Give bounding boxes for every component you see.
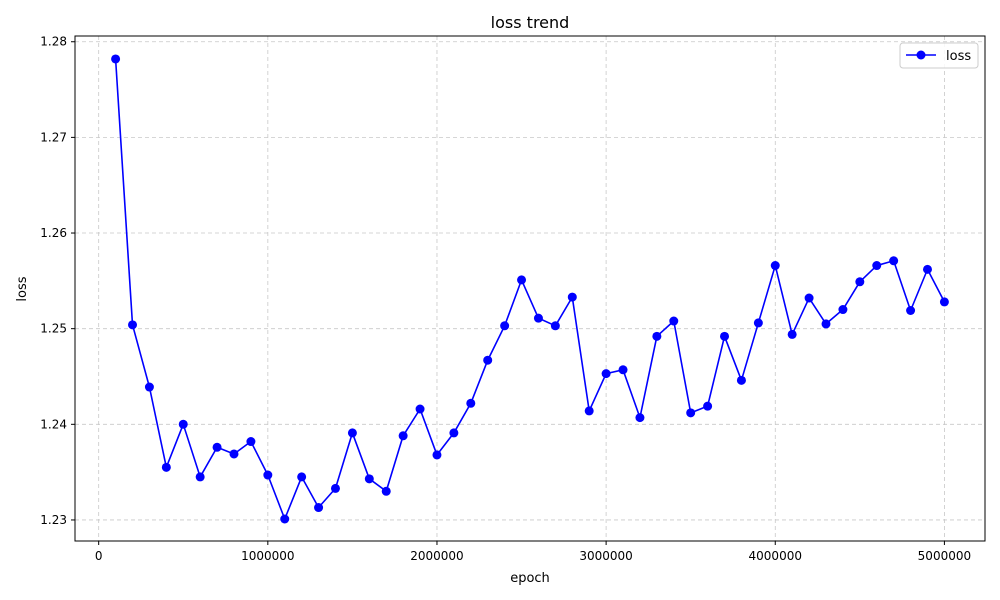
data-point	[314, 503, 324, 513]
data-point	[669, 316, 679, 326]
legend: loss	[899, 42, 979, 69]
data-point	[889, 256, 899, 266]
data-point	[246, 437, 256, 447]
data-point	[111, 54, 121, 64]
x-tick-label: 0	[95, 549, 103, 563]
x-tick-label: 4000000	[749, 549, 802, 563]
data-point	[432, 450, 442, 460]
grid-lines	[75, 36, 985, 541]
data-point	[297, 472, 307, 482]
x-tick-label: 5000000	[918, 549, 971, 563]
y-tick-label: 1.27	[40, 130, 67, 144]
y-tick-label: 1.26	[40, 226, 67, 240]
data-point	[601, 369, 611, 379]
legend-box	[899, 42, 979, 69]
axis-ticks: 0 1000000 2000000 3000000 4000000 5000000 1.23…	[40, 35, 971, 563]
data-point	[128, 320, 138, 330]
legend-label-loss: loss	[946, 49, 971, 64]
x-tick-label: 3000000	[579, 549, 632, 563]
data-point	[872, 261, 882, 271]
data-point	[280, 514, 290, 524]
data-point	[618, 365, 628, 375]
data-point	[821, 319, 831, 329]
data-point	[212, 442, 222, 452]
data-point	[466, 398, 476, 408]
data-point	[567, 292, 577, 302]
data-point	[500, 321, 510, 331]
data-point	[787, 329, 797, 339]
data-point	[449, 428, 459, 438]
data-point	[686, 408, 696, 418]
data-point	[178, 419, 188, 429]
data-point	[922, 264, 932, 274]
data-point	[364, 474, 374, 484]
data-point	[939, 297, 949, 307]
data-point	[517, 275, 527, 285]
series-line-loss	[114, 58, 946, 520]
data-point	[703, 401, 713, 411]
data-point	[415, 404, 425, 414]
chart-title: loss trend	[491, 13, 570, 32]
data-point	[804, 293, 814, 303]
y-tick-label: 1.28	[40, 35, 67, 49]
data-point	[144, 382, 154, 392]
data-point	[381, 486, 391, 496]
plot-frame	[74, 35, 986, 542]
data-point	[229, 449, 239, 459]
legend-marker-icon	[916, 50, 926, 60]
y-tick-label: 1.24	[40, 417, 67, 431]
x-tick-label: 1000000	[241, 549, 294, 563]
data-point	[584, 406, 594, 416]
data-point	[635, 413, 645, 423]
data-point	[483, 355, 493, 365]
data-point	[330, 483, 340, 493]
y-tick-label: 1.23	[40, 513, 67, 527]
data-point	[720, 331, 730, 341]
series-loss	[111, 54, 949, 524]
data-point	[906, 306, 916, 315]
y-tick-label: 1.25	[40, 322, 67, 336]
data-point	[652, 331, 662, 341]
data-point	[550, 321, 560, 331]
data-point	[195, 472, 205, 482]
data-point	[753, 318, 763, 328]
data-point	[533, 313, 543, 323]
data-point	[263, 470, 273, 480]
data-point	[161, 462, 171, 472]
data-point	[736, 375, 746, 385]
y-axis-title: loss	[15, 276, 30, 301]
data-point	[398, 431, 408, 441]
data-point	[838, 305, 848, 315]
data-point	[770, 261, 780, 271]
x-tick-label: 2000000	[410, 549, 463, 563]
data-point	[855, 277, 865, 287]
data-point	[347, 428, 357, 438]
x-axis-title: epoch	[510, 571, 550, 586]
